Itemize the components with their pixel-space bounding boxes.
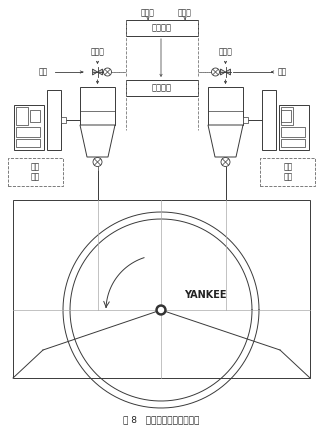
Bar [279, 105, 309, 150]
Circle shape [212, 68, 220, 76]
Text: 设定值: 设定值 [178, 8, 192, 18]
Bar [13, 200, 310, 378]
Bar [30, 110, 40, 122]
Bar [260, 158, 315, 186]
Text: 空气: 空气 [38, 67, 47, 77]
Bar [281, 127, 305, 137]
Polygon shape [98, 69, 102, 75]
Text: 风速
控制: 风速 控制 [283, 162, 293, 182]
Bar [281, 110, 291, 122]
Text: 温度控制: 温度控制 [152, 84, 172, 92]
Text: 天然气: 天然气 [90, 47, 104, 57]
Bar [208, 87, 243, 125]
Bar [8, 158, 63, 186]
Circle shape [221, 158, 230, 166]
Polygon shape [221, 69, 225, 75]
Bar [281, 107, 293, 125]
Text: 风速
控制: 风速 控制 [30, 162, 40, 182]
Bar [126, 80, 198, 96]
Circle shape [159, 307, 163, 312]
Polygon shape [80, 125, 115, 157]
Text: 空气: 空气 [277, 67, 287, 77]
Bar [16, 127, 40, 137]
Bar [80, 87, 115, 125]
Circle shape [93, 158, 102, 166]
Polygon shape [92, 69, 98, 75]
Text: YANKEE: YANKEE [184, 290, 226, 300]
Bar [61, 117, 66, 123]
Bar [262, 90, 276, 150]
Bar [16, 139, 40, 147]
Circle shape [156, 305, 166, 315]
Text: 扫描值: 扫描值 [141, 8, 155, 18]
Polygon shape [208, 125, 243, 157]
Bar [243, 117, 248, 123]
Bar [14, 105, 44, 150]
Circle shape [103, 68, 111, 76]
Text: 天然气: 天然气 [219, 47, 233, 57]
Bar [281, 139, 305, 147]
Bar [16, 107, 28, 125]
Bar [47, 90, 61, 150]
Text: 水份控制: 水份控制 [152, 24, 172, 32]
Text: 图 8   气罩的热风系统示意图: 图 8 气罩的热风系统示意图 [123, 416, 199, 424]
Polygon shape [225, 69, 231, 75]
Bar [126, 20, 198, 36]
